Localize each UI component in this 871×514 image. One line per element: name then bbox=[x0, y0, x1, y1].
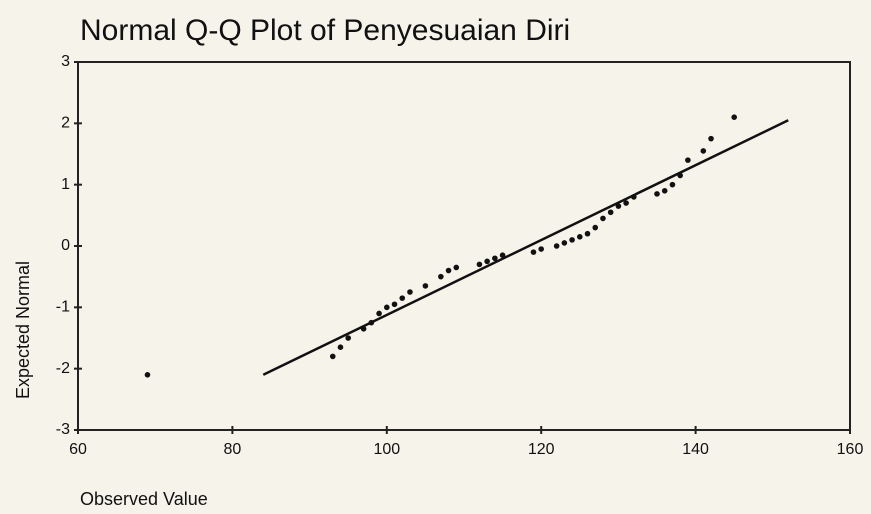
y-tick-label: 2 bbox=[61, 115, 70, 132]
x-tick-label: 120 bbox=[528, 441, 555, 458]
reference-line bbox=[262, 119, 789, 376]
point bbox=[376, 310, 382, 317]
point bbox=[329, 353, 336, 360]
y-tick-label: -3 bbox=[56, 421, 70, 438]
point bbox=[445, 267, 452, 274]
point bbox=[669, 181, 676, 188]
point bbox=[530, 249, 537, 255]
point bbox=[391, 301, 398, 308]
point bbox=[492, 255, 498, 262]
point bbox=[407, 289, 413, 295]
point bbox=[654, 191, 660, 197]
point bbox=[569, 237, 575, 243]
x-axis-label: Observed Value bbox=[80, 489, 208, 509]
y-axis-label: Expected Normal bbox=[13, 261, 33, 399]
point bbox=[615, 203, 622, 209]
point bbox=[453, 264, 460, 271]
point bbox=[700, 148, 707, 154]
point bbox=[685, 157, 691, 163]
point bbox=[607, 209, 614, 216]
point bbox=[731, 114, 737, 120]
point bbox=[600, 215, 606, 222]
point bbox=[577, 234, 583, 240]
point bbox=[384, 304, 390, 311]
point bbox=[584, 230, 591, 237]
y-tick-label: -2 bbox=[56, 360, 70, 377]
y-tick-label: -1 bbox=[56, 299, 70, 316]
point bbox=[345, 335, 352, 341]
y-tick-label: 0 bbox=[61, 237, 70, 254]
point bbox=[623, 200, 629, 206]
y-tick-label: 1 bbox=[61, 176, 70, 193]
chart-title: Normal Q-Q Plot of Penyesuaian Diri bbox=[80, 14, 570, 47]
point bbox=[592, 224, 599, 231]
point bbox=[631, 194, 637, 200]
point bbox=[708, 135, 714, 142]
x-tick-label: 100 bbox=[373, 441, 400, 458]
point bbox=[422, 283, 429, 289]
point bbox=[368, 319, 375, 326]
x-tick-label: 60 bbox=[69, 441, 87, 458]
point bbox=[677, 172, 683, 179]
point bbox=[476, 261, 483, 268]
point bbox=[661, 188, 668, 194]
y-tick-label: 3 bbox=[61, 53, 70, 70]
point bbox=[561, 240, 568, 246]
point bbox=[553, 243, 560, 249]
point bbox=[144, 372, 151, 378]
point bbox=[499, 252, 506, 258]
x-tick-label: 160 bbox=[837, 441, 864, 458]
point bbox=[438, 273, 444, 280]
point bbox=[399, 295, 406, 301]
x-tick-label: 80 bbox=[224, 441, 242, 458]
point bbox=[484, 258, 490, 265]
point bbox=[337, 344, 344, 351]
point bbox=[538, 246, 544, 252]
point bbox=[360, 326, 367, 332]
x-tick-label: 140 bbox=[682, 441, 709, 458]
